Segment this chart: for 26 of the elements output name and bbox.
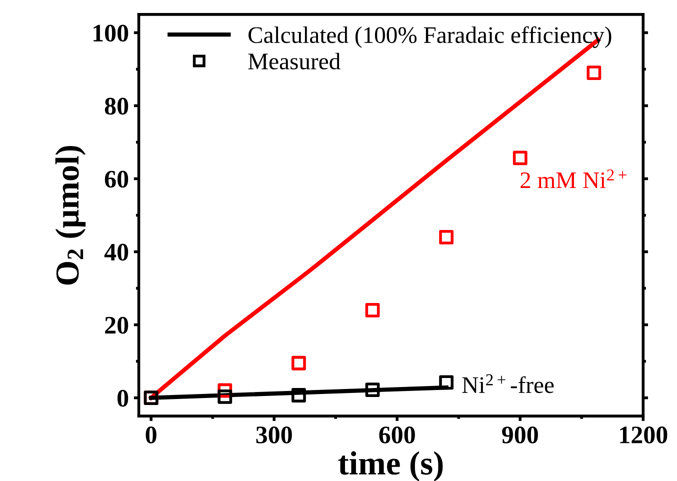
x-tick-label: 0 — [146, 426, 156, 444]
legend-label: Measured — [248, 52, 340, 70]
y-tick-label: 60 — [104, 170, 128, 188]
legend-label: Calculated (100% Faradaic efficiency) — [248, 26, 612, 48]
point — [292, 388, 306, 402]
y-tick-label: 100 — [94, 24, 128, 42]
x-tick-label: 300 — [256, 426, 292, 444]
x-tick-label: 900 — [502, 426, 538, 444]
y-tick-label: 80 — [104, 98, 128, 115]
point — [439, 375, 454, 390]
y-tick-label: 0 — [118, 390, 128, 407]
point — [586, 66, 602, 80]
y-axis-title: O$_{2}$ (μmol) — [55, 146, 86, 285]
point — [292, 356, 306, 370]
point — [512, 150, 528, 166]
point — [365, 382, 380, 397]
annotation: 2 mM Ni$^{2+}$ — [520, 169, 626, 188]
x-axis-title: time (s) — [338, 451, 443, 481]
x-tick-label: 1200 — [620, 426, 668, 444]
point — [365, 302, 380, 318]
x-tick-label: 600 — [379, 426, 415, 444]
y-tick-label: 20 — [105, 316, 128, 334]
point — [439, 230, 454, 244]
point — [218, 390, 232, 404]
annotation: Ni$^{2+}$-free — [462, 374, 554, 394]
y-tick-label: 40 — [104, 244, 128, 261]
